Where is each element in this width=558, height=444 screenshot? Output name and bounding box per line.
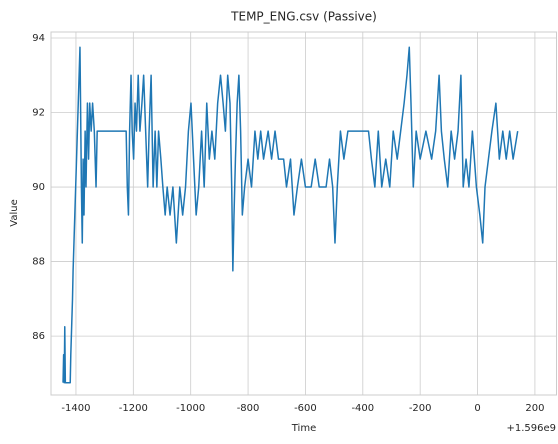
y-tick-label: 90 — [32, 182, 45, 193]
x-tick-label: -800 — [237, 403, 260, 414]
y-tick-label: 94 — [32, 33, 45, 44]
y-axis-label: Value — [9, 199, 20, 226]
x-offset-label: +1.596e9 — [506, 423, 556, 434]
x-tick-label: -600 — [294, 403, 317, 414]
plot-frame — [50, 31, 557, 396]
x-axis-label: Time — [291, 423, 316, 434]
x-tick-label: -400 — [351, 403, 374, 414]
y-tick-label: 86 — [32, 331, 45, 342]
x-tick-label: -200 — [409, 403, 432, 414]
x-tick-label: 0 — [474, 403, 480, 414]
data-line — [62, 46, 519, 384]
x-tick-label: 200 — [525, 403, 544, 414]
y-tick-label: 88 — [32, 257, 45, 268]
x-tick-label: -1200 — [119, 403, 148, 414]
chart-title: TEMP_ENG.csv (Passive) — [230, 10, 377, 24]
x-tick-label: -1400 — [61, 403, 90, 414]
y-tick-label: 92 — [32, 108, 45, 119]
x-tick-label: -1000 — [176, 403, 205, 414]
